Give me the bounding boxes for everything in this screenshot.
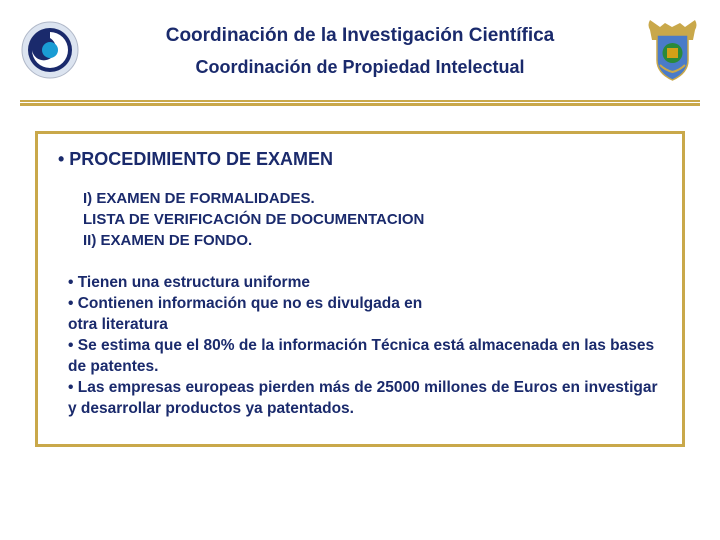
content-heading: • PROCEDIMIENTO DE EXAMEN xyxy=(58,149,662,170)
bullet-item: • Tienen una estructura uniforme xyxy=(68,273,662,294)
bullet-list: • Tienen una estructura uniforme • Conti… xyxy=(58,273,662,419)
title-sub: Coordinación de Propiedad Intelectual xyxy=(20,57,700,78)
bullet-item: • Las empresas europeas pierden más de 2… xyxy=(68,378,662,420)
bullet-item: • Contienen información que no es divulg… xyxy=(68,294,662,315)
header: Coordinación de la Investigación Científ… xyxy=(0,0,720,100)
logo-right-icon xyxy=(645,15,700,85)
title-main: Coordinación de la Investigación Científ… xyxy=(20,25,700,47)
logo-left-icon xyxy=(20,20,80,80)
content-box: • PROCEDIMIENTO DE EXAMEN I) EXAMEN DE F… xyxy=(35,131,685,447)
sub-item: LISTA DE VERIFICACIÓN DE DOCUMENTACION xyxy=(83,209,662,230)
separator-line xyxy=(20,100,700,106)
bullet-item: otra literatura xyxy=(68,315,662,336)
sub-list: I) EXAMEN DE FORMALIDADES. LISTA DE VERI… xyxy=(58,188,662,251)
bullet-item: • Se estima que el 80% de la información… xyxy=(68,336,662,378)
sub-item: I) EXAMEN DE FORMALIDADES. xyxy=(83,188,662,209)
titles: Coordinación de la Investigación Científ… xyxy=(20,15,700,78)
sub-item: II) EXAMEN DE FONDO. xyxy=(83,230,662,251)
